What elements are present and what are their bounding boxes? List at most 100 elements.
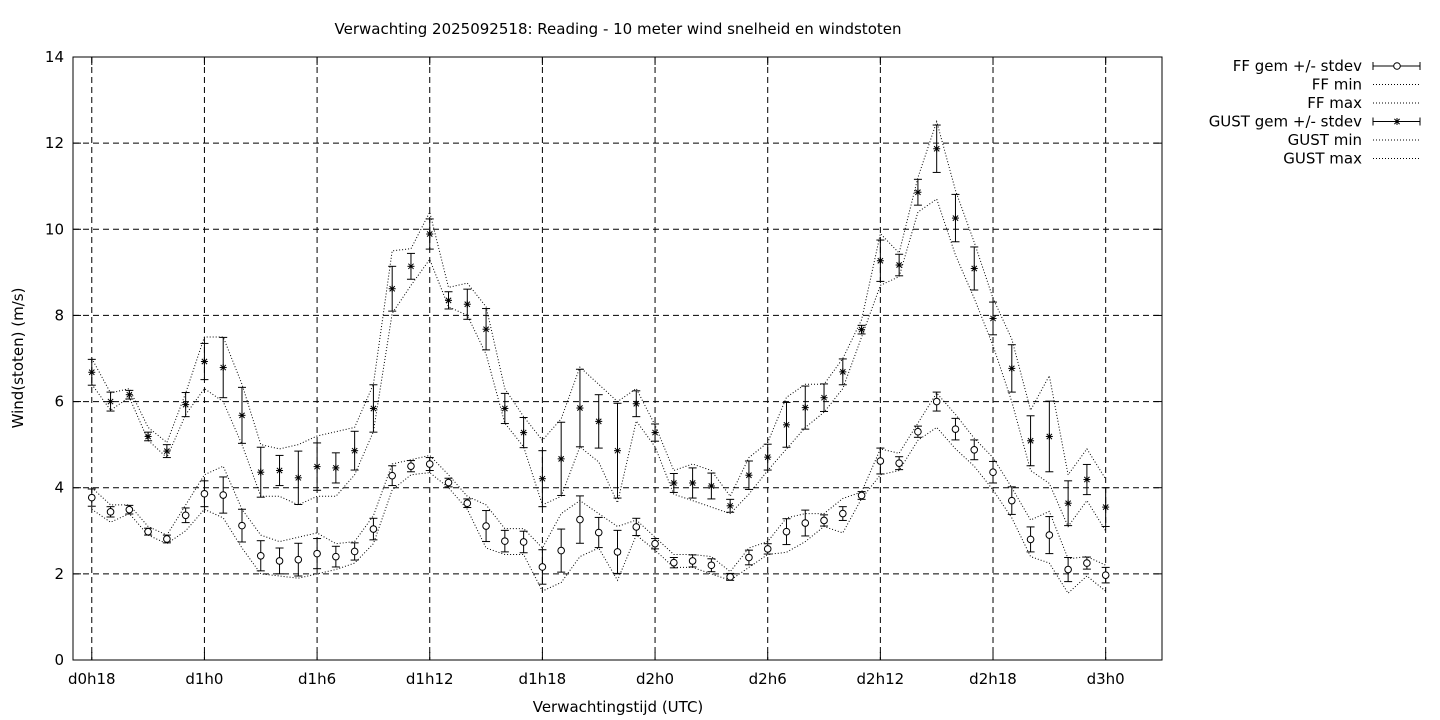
star-stroke	[426, 231, 433, 238]
star-stroke	[351, 447, 358, 454]
gust-point	[1064, 499, 1072, 507]
plot-series	[87, 119, 1110, 594]
gust-point	[595, 417, 603, 425]
gust-point	[726, 502, 734, 510]
star-stroke	[1008, 365, 1015, 372]
ff-point	[688, 557, 697, 565]
ff-point	[463, 499, 472, 508]
star-stroke	[708, 483, 715, 489]
star-stroke	[595, 418, 602, 425]
star-stroke	[257, 469, 264, 476]
x-tick-label: d1h0	[185, 670, 223, 688]
gust-point	[332, 464, 340, 472]
star-stroke	[370, 405, 377, 412]
ff-point	[144, 527, 152, 536]
star-stroke	[783, 421, 790, 428]
gust-point	[1083, 476, 1091, 484]
star-stroke	[576, 405, 583, 412]
ff-point	[125, 505, 134, 514]
star-stroke	[220, 364, 227, 371]
legend-marker	[1393, 62, 1401, 70]
star-stroke	[107, 398, 114, 405]
star-stroke	[1046, 433, 1053, 440]
legend-marker	[1393, 118, 1401, 125]
gust-point	[163, 447, 171, 455]
gust-point	[1102, 503, 1110, 511]
y-tick-label: 6	[54, 393, 64, 411]
star-stroke	[332, 464, 339, 471]
ff-point	[782, 527, 791, 536]
ff-point	[519, 538, 528, 546]
ff-point	[332, 552, 340, 561]
gust-point	[557, 455, 565, 463]
gust-point	[107, 398, 115, 406]
star-stroke	[652, 429, 659, 436]
gust-point	[445, 296, 453, 304]
star-stroke	[239, 412, 245, 419]
gust-point	[257, 468, 265, 476]
gust-point	[538, 475, 546, 483]
gust-point	[614, 447, 621, 455]
ff-point	[557, 546, 565, 555]
x-tick-label: d2h18	[969, 670, 1017, 688]
gust-point	[200, 358, 208, 366]
x-tick-label: d2h12	[857, 670, 905, 688]
y-tick-label: 2	[54, 565, 64, 583]
ff-point	[369, 525, 378, 533]
ff-point	[238, 521, 246, 530]
star-stroke	[483, 326, 490, 333]
gust-point	[238, 411, 246, 419]
star-stroke	[914, 189, 921, 196]
star-stroke	[802, 404, 809, 411]
ff-point	[951, 425, 960, 433]
ff-point	[932, 397, 941, 406]
ff-point	[388, 471, 396, 480]
gust-point	[745, 471, 753, 479]
gust-point	[426, 230, 434, 238]
gust-point	[895, 261, 903, 269]
y-axis-label: Wind(stoten) (m/s)	[9, 288, 27, 429]
star-stroke	[445, 297, 452, 304]
star-stroke	[821, 394, 828, 401]
star-stroke	[1394, 118, 1400, 125]
gust-point	[219, 364, 227, 372]
gust-point	[1008, 364, 1016, 372]
ff-point	[200, 489, 209, 498]
ff-point	[407, 462, 415, 470]
ff-point	[538, 563, 547, 571]
ff-point	[425, 460, 434, 468]
gust-point	[839, 368, 847, 376]
y-tick-label: 0	[54, 651, 64, 669]
ff-point	[613, 548, 622, 556]
ff-point	[820, 516, 828, 525]
ff-point	[970, 446, 979, 454]
gust-point	[125, 391, 133, 399]
star-stroke	[764, 454, 771, 461]
legend-label: GUST gem +/- stdev	[1209, 113, 1362, 131]
ff-point	[1064, 565, 1072, 574]
star-stroke	[501, 405, 508, 412]
legend-label: GUST max	[1283, 150, 1362, 168]
legend-label: FF gem +/- stdev	[1233, 57, 1362, 75]
star-stroke	[145, 433, 152, 440]
star-stroke	[952, 215, 959, 222]
star-stroke	[520, 429, 527, 436]
star-stroke	[276, 467, 283, 474]
gust-point	[689, 479, 697, 487]
gust-point	[914, 188, 922, 196]
star-stroke	[201, 358, 208, 365]
star-stroke	[990, 315, 996, 322]
star-stroke	[1027, 437, 1034, 444]
star-stroke	[407, 263, 414, 270]
ff-point	[763, 545, 772, 553]
gust-point	[1045, 432, 1053, 440]
star-stroke	[314, 463, 321, 470]
star-stroke	[933, 145, 940, 152]
star-stroke	[839, 368, 846, 375]
gust-point	[463, 300, 471, 308]
ff-point	[1101, 571, 1110, 579]
ff-point	[801, 519, 810, 527]
ff-point	[895, 459, 903, 467]
star-stroke	[88, 369, 95, 376]
gust-point	[520, 429, 528, 437]
